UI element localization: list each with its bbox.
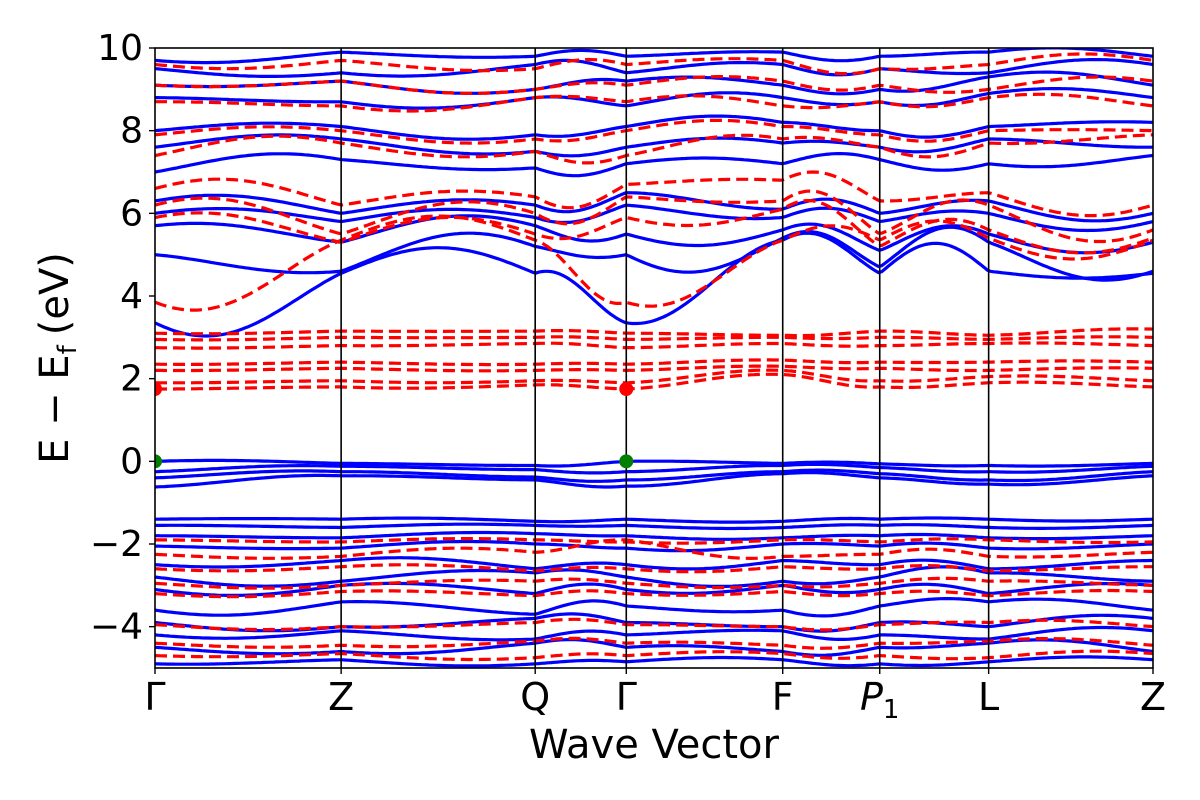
x-tick-label: Z <box>1140 675 1166 719</box>
y-tick-label: −4 <box>90 607 143 648</box>
y-axis-title-subscript: f <box>53 344 83 354</box>
band-line <box>155 203 1153 233</box>
plot-frame <box>154 47 1154 669</box>
band-line <box>155 335 1153 342</box>
band-line <box>155 458 1153 468</box>
x-axis: Γ Z Q Γ F P1 L Z <box>144 668 1166 725</box>
x-tick-label: Q <box>520 675 550 719</box>
band-line <box>155 556 1153 571</box>
band-line <box>155 52 1153 76</box>
band-line <box>155 537 1153 545</box>
band-edge-markers <box>155 382 634 469</box>
band-line <box>155 462 1153 475</box>
x-tick-label: Z <box>328 675 354 719</box>
band-line <box>155 75 1153 95</box>
band-line <box>155 341 1153 350</box>
band-line <box>155 152 1153 178</box>
x-tick-label: F <box>772 675 794 719</box>
band-line <box>155 655 1153 668</box>
band-line <box>155 114 1153 141</box>
x-tick-label: Γ <box>616 675 637 719</box>
band-line <box>155 133 1153 165</box>
band-line <box>155 522 1153 531</box>
band-line <box>155 372 1153 391</box>
band-line <box>155 468 1153 483</box>
band-line <box>155 191 1153 223</box>
band-line <box>155 530 1153 541</box>
y-tick-label: −2 <box>90 524 143 565</box>
band-line <box>155 516 1153 524</box>
y-tick-label: 0 <box>120 441 143 482</box>
y-tick-label: 6 <box>120 193 143 234</box>
band-line <box>155 214 1153 312</box>
band-line <box>155 539 1153 553</box>
y-axis-title: E − Ef (eV) <box>32 252 83 464</box>
y-tick-label: 4 <box>120 276 143 317</box>
y-axis-title-main: E − E <box>32 354 78 464</box>
band-line <box>155 364 1153 373</box>
y-axis: −4 −2 0 2 4 6 8 10 <box>90 28 155 648</box>
band-line <box>155 189 1153 244</box>
band-line <box>155 471 1153 489</box>
y-tick-label: 2 <box>120 359 143 400</box>
band-line <box>155 58 1153 78</box>
band-line <box>155 636 1153 650</box>
band-line <box>155 617 1153 632</box>
y-tick-label: 10 <box>97 28 143 69</box>
band-line <box>155 170 1153 218</box>
band-line <box>155 48 1153 65</box>
band-line <box>155 576 1153 590</box>
y-axis-title-unit: (eV) <box>32 252 78 335</box>
band-line <box>155 538 1153 560</box>
band-edge-marker <box>619 382 634 396</box>
band-line <box>155 597 1153 618</box>
band-edge-marker <box>155 454 162 469</box>
band-line <box>155 225 1153 282</box>
y-tick-label: 8 <box>120 111 143 152</box>
x-tick-label: P1 <box>860 675 899 725</box>
band-edge-marker <box>619 454 634 469</box>
band-line <box>155 92 1153 113</box>
band-line <box>155 133 1153 158</box>
band-line <box>155 649 1153 662</box>
band-line <box>155 118 1153 145</box>
band-line <box>155 214 1153 255</box>
band-series-1 <box>155 48 1153 668</box>
band-line <box>155 588 1153 599</box>
band-line <box>155 231 1153 338</box>
band-line <box>155 563 1153 574</box>
x-tick-label: Γ <box>144 675 165 719</box>
band-line <box>155 199 1153 255</box>
band-line <box>155 327 1153 338</box>
x-tick-label: L <box>978 675 999 719</box>
band-line <box>155 565 1153 588</box>
high-symmetry-lines <box>340 48 990 668</box>
band-lines <box>155 48 1153 668</box>
band-line <box>155 368 1153 385</box>
band-line <box>155 87 1153 110</box>
band-edge-marker <box>155 382 162 396</box>
band-line <box>155 625 1153 642</box>
band-line <box>155 358 1153 367</box>
x-axis-title: Wave Vector <box>529 722 780 768</box>
band-series-2 <box>155 52 1153 662</box>
